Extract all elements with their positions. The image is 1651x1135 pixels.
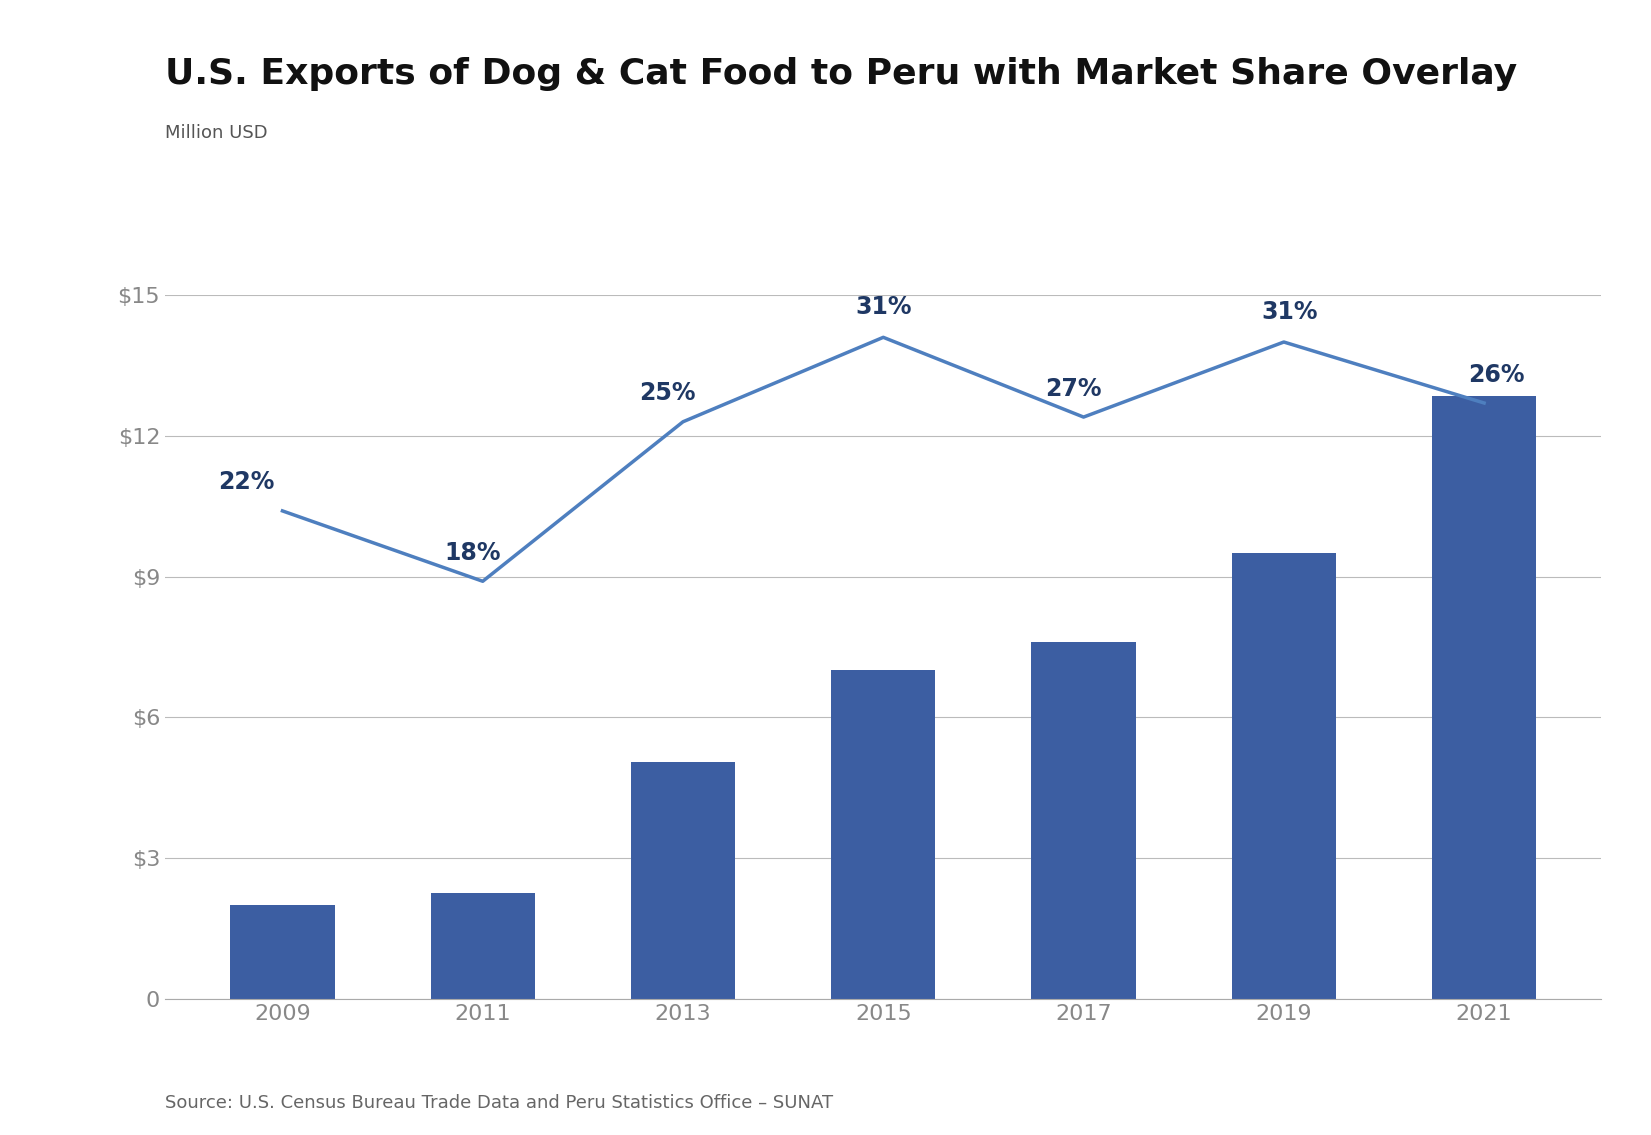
Text: Source: U.S. Census Bureau Trade Data and Peru Statistics Office – SUNAT: Source: U.S. Census Bureau Trade Data an…: [165, 1094, 834, 1112]
Bar: [1431, 396, 1535, 999]
Text: U.S. Exports of Dog & Cat Food to Peru with Market Share Overlay: U.S. Exports of Dog & Cat Food to Peru w…: [165, 57, 1517, 91]
Text: 31%: 31%: [1261, 300, 1317, 325]
Bar: [1232, 553, 1336, 999]
Bar: [231, 905, 335, 999]
Bar: [431, 893, 535, 999]
Text: 31%: 31%: [855, 295, 911, 319]
Text: 22%: 22%: [218, 471, 274, 495]
Bar: [631, 762, 735, 999]
Text: Million USD: Million USD: [165, 124, 267, 142]
Bar: [1032, 642, 1136, 999]
Text: 26%: 26%: [1468, 362, 1524, 387]
Text: 25%: 25%: [639, 381, 695, 405]
Bar: [830, 671, 936, 999]
Text: 18%: 18%: [444, 541, 500, 565]
Text: 27%: 27%: [1045, 377, 1101, 401]
